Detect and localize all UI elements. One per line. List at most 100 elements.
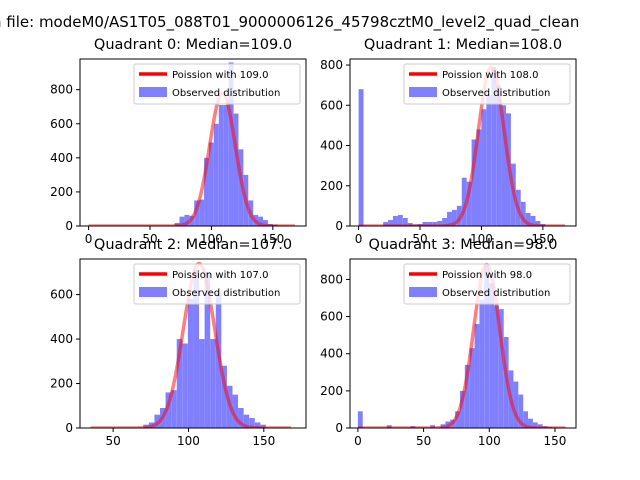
histogram-bar xyxy=(459,390,465,428)
y-tick-label: 800 xyxy=(320,58,343,72)
subplot-quadrant-0: Quadrant 0: Median=109.0 0 50 100 150 0 200 400… xyxy=(50,37,307,246)
subplot-grid: Quadrant 0: Median=109.0 0 50 100 150 0 200 400… xyxy=(50,37,577,448)
histogram-bar xyxy=(447,211,452,226)
x-tick-label: 100 xyxy=(470,232,493,246)
histogram-bar xyxy=(496,85,502,226)
plot-area xyxy=(87,62,297,226)
legend-box xyxy=(403,63,571,105)
y-tick-label: 0 xyxy=(335,219,343,233)
histogram-bar xyxy=(233,113,239,226)
histogram-bar xyxy=(238,149,244,226)
legend-label-observed: Observed distribution xyxy=(172,88,280,99)
subplot-title: Quadrant 3: Median=98.0 xyxy=(369,237,558,253)
x-tick-label: 150 xyxy=(252,434,275,448)
legend-label-poisson: Poission with 108.0 xyxy=(442,70,538,81)
histogram-bar xyxy=(513,381,519,428)
poisson-fit-line xyxy=(357,65,567,226)
legend-label-poisson: Poission with 109.0 xyxy=(172,70,268,81)
y-tick-label: 0 xyxy=(65,421,73,435)
histogram-bar xyxy=(383,221,389,226)
histogram-bar xyxy=(199,339,205,428)
plot-area xyxy=(357,65,567,226)
histogram-bar xyxy=(469,348,475,428)
histogram-bar xyxy=(432,221,438,226)
histogram-bar xyxy=(523,411,529,428)
y-tick-label: 600 xyxy=(50,288,73,302)
y-tick-label: 200 xyxy=(50,185,73,199)
x-tick-label: 150 xyxy=(261,232,284,246)
x-tick-label: 150 xyxy=(531,232,554,246)
histogram-bar xyxy=(176,339,183,428)
y-tick-label: 0 xyxy=(335,421,343,435)
histogram-bar xyxy=(437,220,443,226)
histogram-bar xyxy=(221,365,227,428)
y-tick-label: 400 xyxy=(320,347,343,361)
histogram-bar xyxy=(528,418,533,428)
y-tick-label: 800 xyxy=(320,272,343,286)
legend-label-poisson: Poission with 98.0 xyxy=(442,270,532,281)
subplot-title: Quadrant 0: Median=109.0 xyxy=(94,37,292,53)
x-tick-label: 100 xyxy=(177,434,200,448)
x-tick-label: 50 xyxy=(106,434,121,448)
histogram-bar xyxy=(357,411,363,428)
legend: Poission with 98.0 Observed distribution xyxy=(403,263,571,305)
x-tick-label: 100 xyxy=(200,232,223,246)
x-tick-label: 0 xyxy=(355,232,363,246)
histogram-bar xyxy=(481,109,487,226)
histogram-bar xyxy=(210,339,216,428)
subplot-quadrant-3: Quadrant 3: Median=98.0 0 50 100 150 0 200 400 6… xyxy=(320,237,577,448)
histogram-bar xyxy=(171,390,177,428)
histogram-bar xyxy=(194,200,200,226)
x-tick-label: 0 xyxy=(85,232,93,246)
legend-label-poisson: Poission with 107.0 xyxy=(172,270,268,281)
histogram-bar xyxy=(520,201,526,226)
y-tick-label: 400 xyxy=(50,332,73,346)
histogram-bar xyxy=(204,272,211,428)
figure-suptitle: n file: modeM0/AS1T05_088T01_9000006126_… xyxy=(0,13,579,32)
legend-label-observed: Observed distribution xyxy=(172,288,280,299)
histogram-bar xyxy=(184,214,190,226)
legend-patch-swatch xyxy=(139,287,167,297)
histogram-bar xyxy=(471,139,477,226)
histogram-bar xyxy=(494,305,499,428)
histogram-bar xyxy=(530,215,536,226)
poisson-fit-line xyxy=(356,262,567,428)
histogram-bar xyxy=(451,209,457,226)
histogram-bar xyxy=(484,264,490,428)
histogram-bar xyxy=(501,105,506,226)
histogram-bar xyxy=(479,299,485,428)
histogram-bar xyxy=(392,215,398,226)
histogram-bar xyxy=(486,95,492,226)
y-tick-label: 800 xyxy=(50,83,73,97)
histogram-bar xyxy=(442,217,448,226)
legend-patch-swatch xyxy=(409,87,437,97)
y-tick-label: 400 xyxy=(320,139,343,153)
histogram-bar xyxy=(525,212,531,226)
histogram-bar xyxy=(258,216,264,226)
histogram-bar xyxy=(489,283,495,428)
histogram-bar xyxy=(491,67,497,226)
legend-patch-swatch xyxy=(409,287,437,297)
histogram-bar xyxy=(208,142,214,226)
histogram-bar xyxy=(223,105,229,226)
histogram-bar xyxy=(397,214,403,226)
histogram-bar xyxy=(238,407,244,428)
histogram-bar xyxy=(464,364,470,428)
plot-area xyxy=(356,262,567,428)
y-tick-label: 600 xyxy=(320,310,343,324)
legend-label-observed: Observed distribution xyxy=(442,88,550,99)
axes-frame xyxy=(349,58,577,227)
subplot-quadrant-1: Quadrant 1: Median=108.0 0 50 100 150 0 200 400… xyxy=(320,37,577,246)
legend: Poission with 108.0 Observed distribution xyxy=(403,63,571,105)
histogram-bar xyxy=(466,181,472,226)
histogram-bar xyxy=(249,417,255,428)
histogram-bar xyxy=(254,422,261,428)
histogram-bar xyxy=(358,89,364,226)
histogram-bar xyxy=(455,411,460,428)
x-tick-label: 150 xyxy=(544,434,567,448)
x-tick-label: 50 xyxy=(416,434,431,448)
y-tick-label: 200 xyxy=(50,377,73,391)
histogram-bar xyxy=(537,424,543,428)
histogram-bar xyxy=(535,220,541,226)
